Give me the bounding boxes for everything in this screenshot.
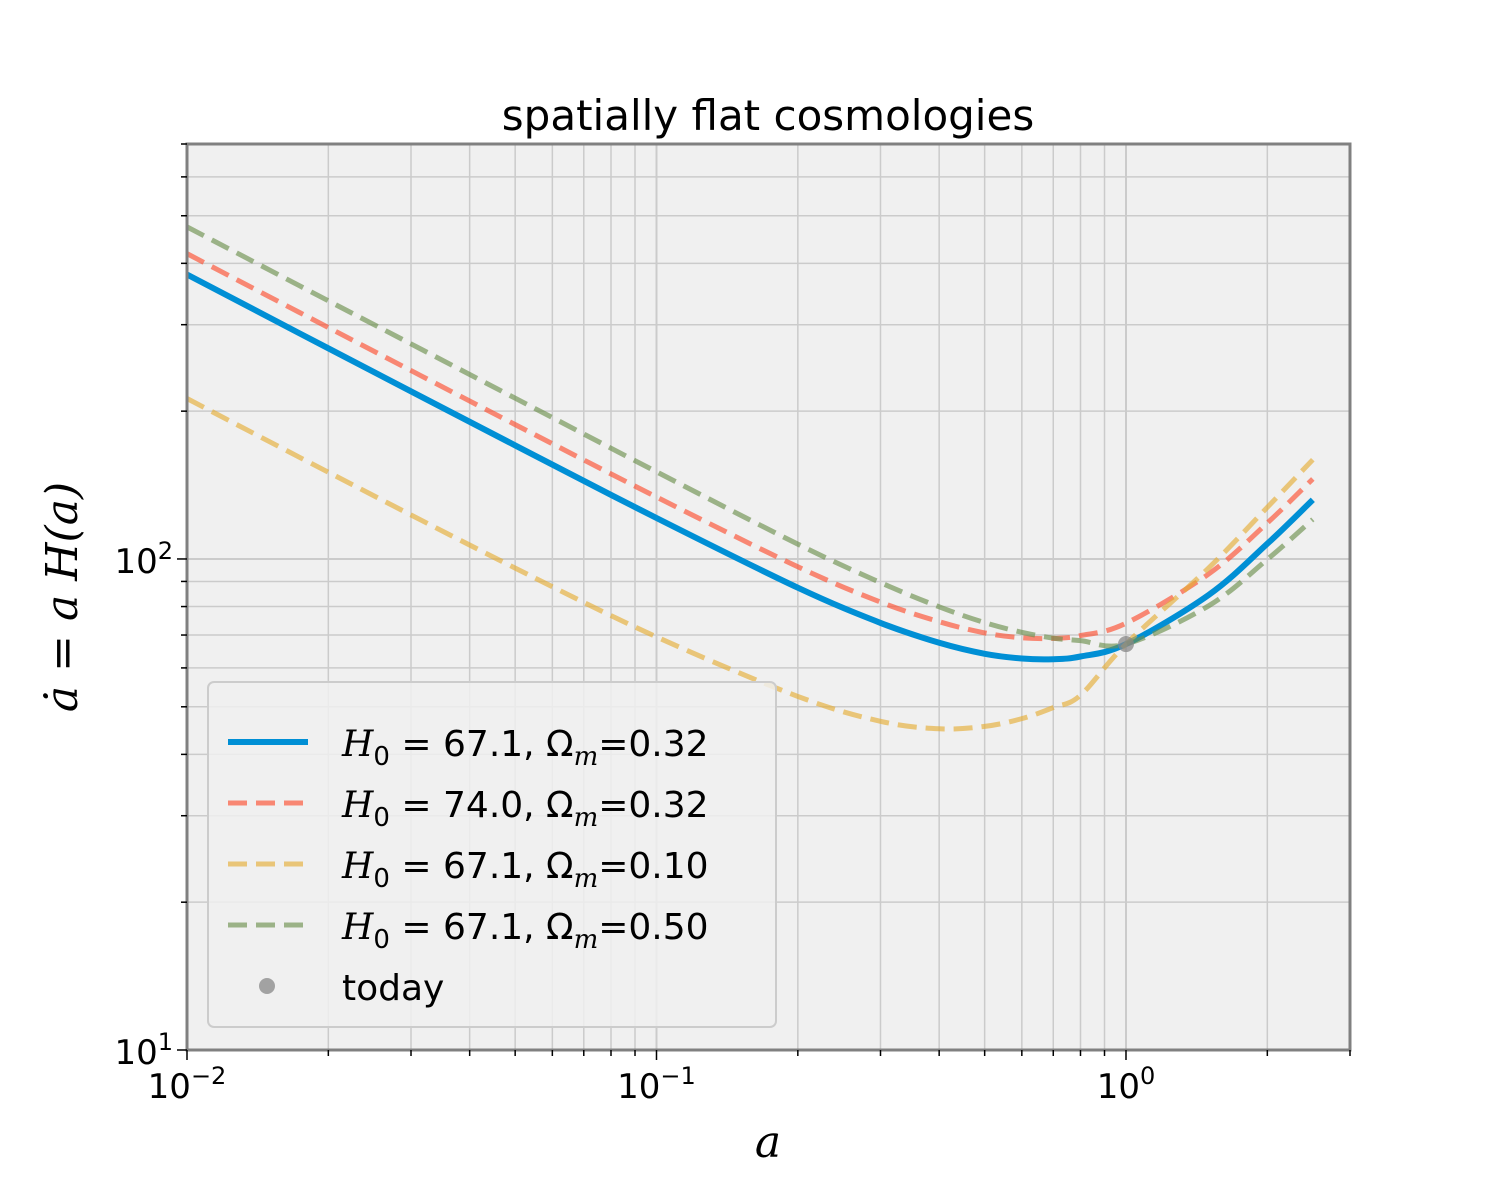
series-line-3 [185, 396, 1315, 732]
legend-label: H0 = 67.1, Ωm=0.10 [341, 846, 709, 894]
legend-label: H0 = 74.0, Ωm=0.32 [341, 785, 709, 833]
plot-frame [185, 142, 1352, 1052]
series-line-4 [185, 224, 1315, 649]
series-line-1 [185, 271, 1315, 663]
x-axis-title: a [755, 1117, 781, 1168]
legend-label: H0 = 67.1, Ωm=0.50 [341, 907, 709, 955]
series-line-2 [185, 251, 1315, 642]
legend-label: H0 = 67.1, Ωm=0.32 [341, 724, 709, 772]
y-axis-title: ȧ = a H(a) [37, 482, 88, 712]
legend: H0 = 67.1, Ωm=0.32 H0 = 74.0, Ωm=0.32 H0 =… [207, 681, 777, 1028]
ticks: 10−2 10−1 100 101 102 [114, 143, 1351, 1107]
y-tick-label: 101 [114, 1028, 173, 1073]
chart-title: spatially flat cosmologies [502, 91, 1034, 140]
x-tick-label: 100 [1097, 1062, 1156, 1107]
legend-box [207, 681, 777, 1028]
y-tick-label: 102 [114, 537, 173, 582]
x-tick-label: 10−1 [617, 1062, 696, 1107]
marker-today [1117, 636, 1134, 653]
series-lines [185, 224, 1315, 732]
legend-label: today [342, 968, 444, 1009]
markers [1117, 636, 1134, 653]
x-tick-label: 10−2 [148, 1062, 227, 1107]
legend-marker [259, 978, 275, 994]
